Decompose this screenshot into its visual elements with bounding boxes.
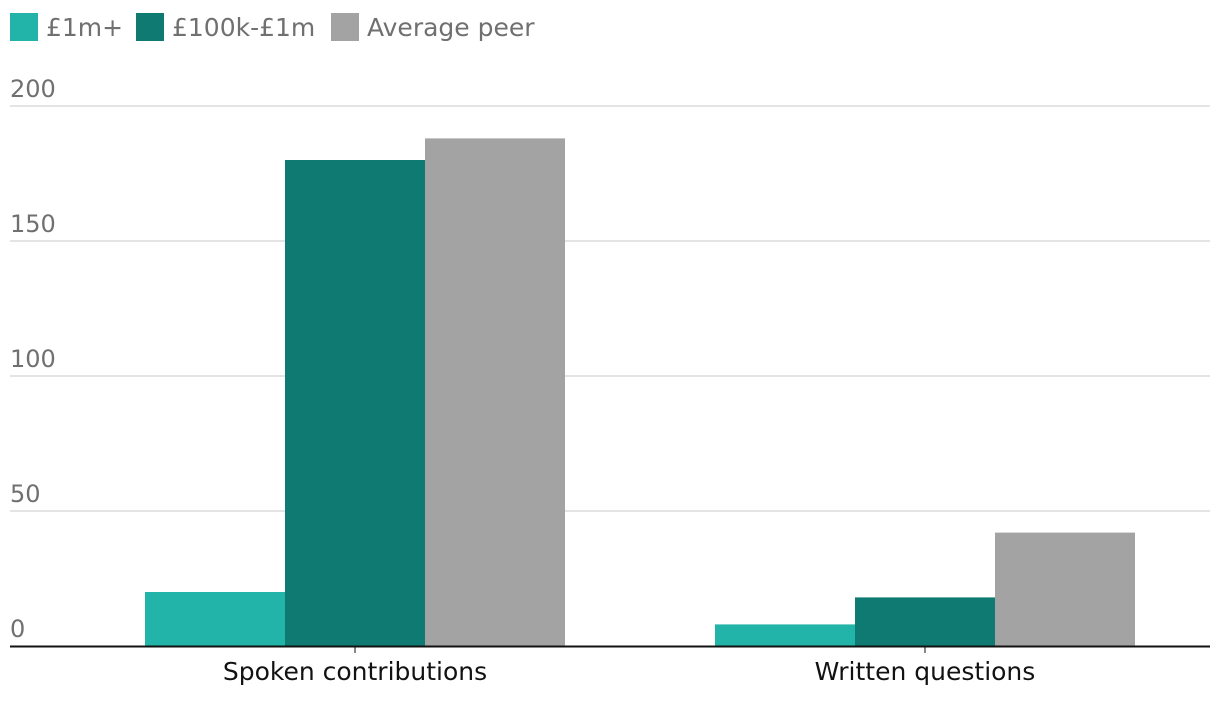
- x-axis-labels: Spoken contributions Written questions: [223, 646, 1035, 686]
- legend-item-gbp100k-gbp1m: £100k-£1m: [136, 13, 315, 42]
- y-axis-ticks: 0 50 100 150 200: [10, 75, 56, 643]
- legend-swatch: [136, 13, 164, 41]
- legend-label: £1m+: [46, 13, 123, 42]
- y-tick-label: 200: [10, 75, 56, 103]
- bar-group-spoken-contributions: [145, 138, 565, 646]
- x-category-label: Spoken contributions: [223, 657, 487, 686]
- legend: £1m+ £100k-£1m Average peer: [10, 13, 535, 42]
- legend-label: Average peer: [367, 13, 535, 42]
- bar-group-written-questions: [715, 532, 1135, 646]
- legend-swatch: [10, 13, 38, 41]
- gridlines: [10, 105, 1210, 512]
- bar-spoken-contributions-average-peer: [425, 138, 565, 646]
- bar-written-questions-gbp1m: [715, 624, 855, 646]
- bar-written-questions-gbp100k-gbp1m: [855, 597, 995, 646]
- y-tick-label: 0: [10, 615, 25, 643]
- x-category-label: Written questions: [815, 657, 1036, 686]
- bar-written-questions-average-peer: [995, 532, 1135, 646]
- y-tick-label: 100: [10, 345, 56, 373]
- legend-item-gbp1m: £1m+: [10, 13, 123, 42]
- bars: [145, 138, 1135, 646]
- y-tick-label: 50: [10, 480, 41, 508]
- legend-swatch: [331, 13, 359, 41]
- bar-spoken-contributions-gbp100k-gbp1m: [285, 160, 425, 646]
- y-tick-label: 150: [10, 210, 56, 238]
- bar-spoken-contributions-gbp1m: [145, 592, 285, 646]
- legend-label: £100k-£1m: [172, 13, 315, 42]
- legend-item-average-peer: Average peer: [331, 13, 535, 42]
